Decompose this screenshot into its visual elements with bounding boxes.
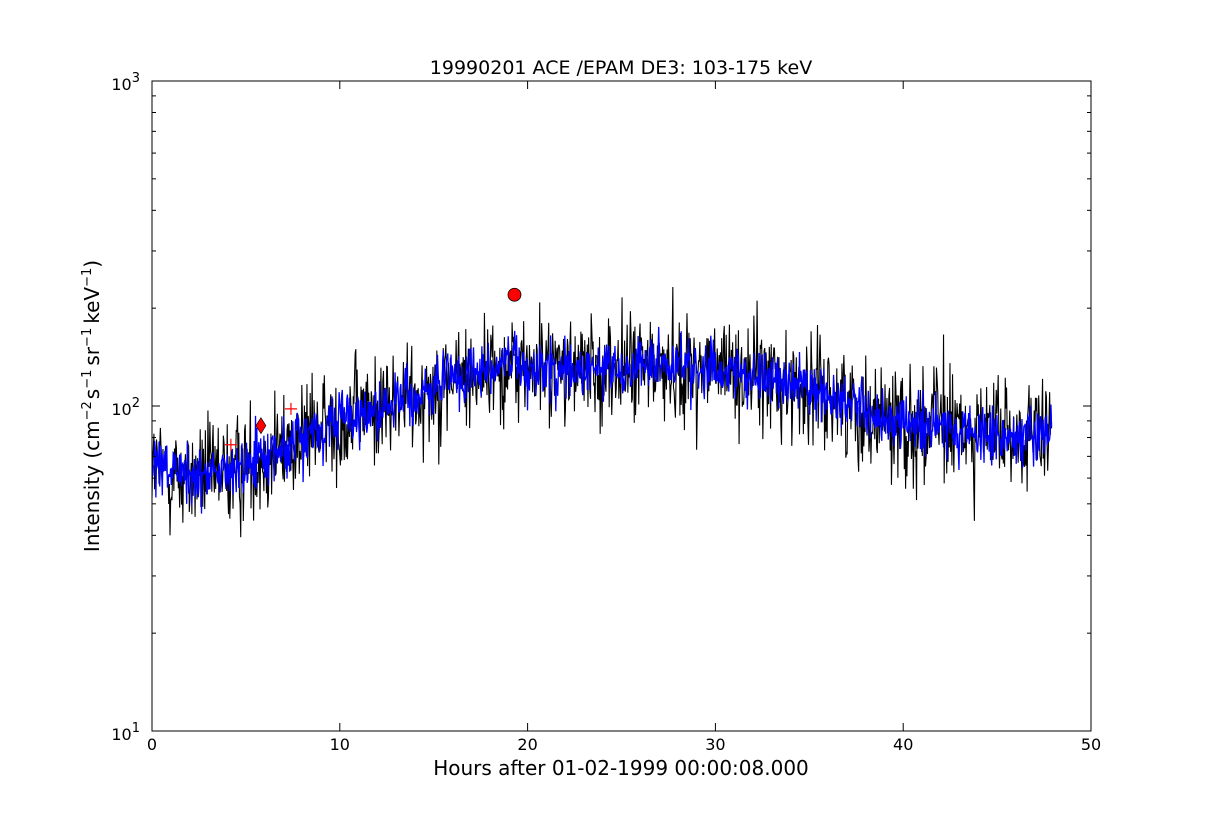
y-tick-labels: 101 102 103 (111, 71, 140, 744)
onset-marker-diamond (255, 417, 267, 435)
y-tick-label: 103 (111, 71, 140, 94)
x-tick-label: 50 (1081, 735, 1101, 754)
chart-title: 19990201 ACE /EPAM DE3: 103-175 keV (430, 57, 812, 79)
x-tick-labels: 0 10 20 30 40 50 (147, 735, 1101, 754)
x-tick-label: 0 (147, 735, 157, 754)
plot-area (152, 287, 1053, 538)
x-tick-label: 20 (517, 735, 537, 754)
x-axis-label: Hours after 01-02-1999 00:00:08.000 (433, 756, 809, 780)
x-tick-label: 30 (705, 735, 725, 754)
marker-plus (284, 402, 297, 415)
x-tick-label: 40 (893, 735, 913, 754)
y-axis-label: Intensity (cm−2s−1sr−1keV−1) (80, 260, 104, 552)
x-tick-label: 10 (330, 735, 350, 754)
axis-ticks (151, 80, 1092, 732)
y-tick-label: 101 (111, 721, 140, 744)
y-tick-label: 102 (111, 396, 140, 419)
series-line-blue (152, 326, 1053, 514)
marker-plus (224, 438, 237, 451)
peak-marker-circle (507, 287, 522, 302)
